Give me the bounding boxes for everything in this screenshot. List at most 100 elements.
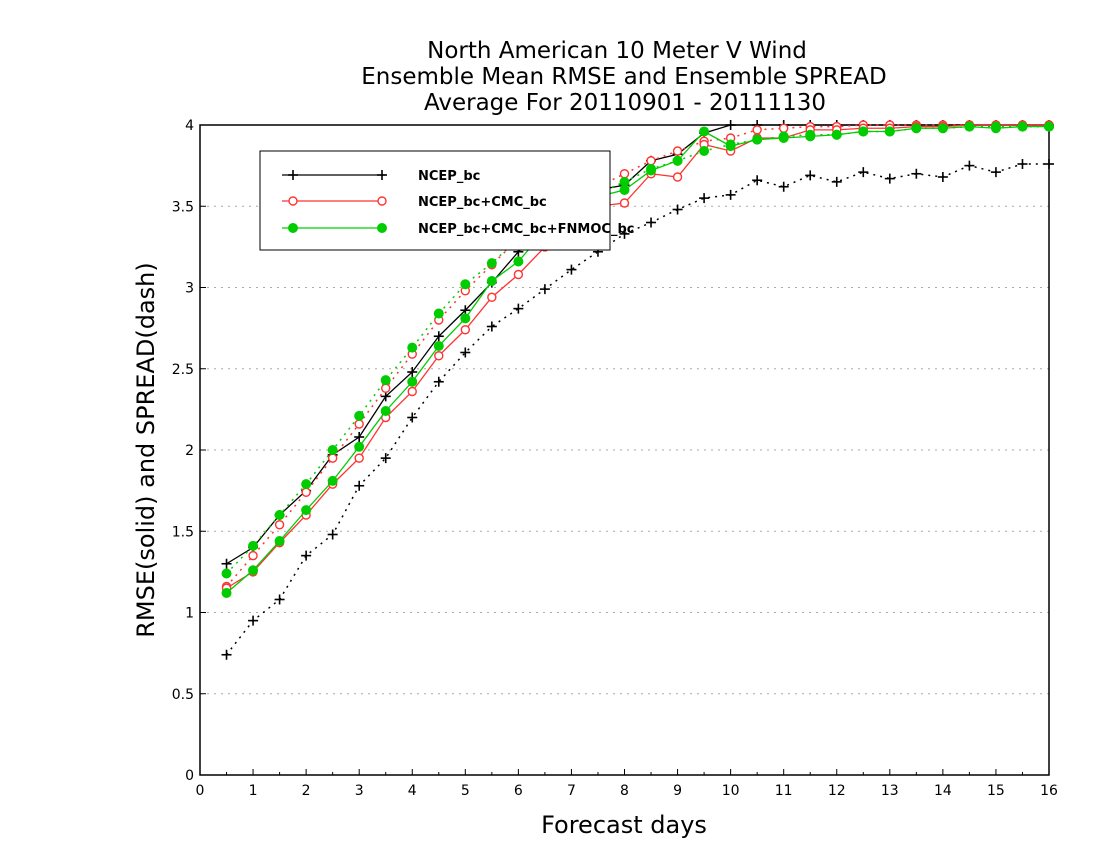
series-3-spread-point [354,410,365,421]
series-3-rmse-point [354,441,365,452]
series-3-spread-point [486,258,497,269]
series-2-spread-point [354,419,364,429]
series-3-spread-point [699,146,710,156]
grid-lines [200,205,1049,695]
series-3-rmse-point [248,565,259,576]
legend-entry-2-label: NCEP_bc+CMC_bc [418,195,547,210]
series-3-spread-point [274,510,285,520]
series-1-spread-point [805,170,816,181]
y-axis-label: RMSE(solid) and SPREAD(dash) [132,262,160,638]
series-1-spread-point [221,649,232,660]
series-1-spread-point [539,284,550,295]
x-tick-label: 6 [514,783,523,799]
x-axis-label: Forecast days [541,811,707,839]
series-3-rmse-point [778,133,789,143]
series-layer [221,120,1054,660]
series-3-rmse-point [646,165,657,176]
legend-entry-3: NCEP_bc+CMC_bc+FNMOC_bc [282,222,634,237]
series-2-spread-point [778,123,789,133]
series-3-spread-point [301,479,312,490]
series-3-rmse-point [858,126,869,137]
series-1-spread-point [380,453,391,464]
series-1-spread-point [964,160,975,171]
y-tick-label: 1.5 [172,524,194,540]
series-2-rmse-point [672,172,683,182]
series-3-spread-point [380,375,391,386]
y-tick-label: 3 [185,281,194,297]
series-2-spread-point [672,146,683,156]
title-line-2: Ensemble Mean RMSE and Ensemble SPREAD [361,64,886,90]
series-1-spread-point [911,168,922,179]
x-tick-label: 13 [881,783,899,799]
title-line-1: North American 10 Meter V Wind [427,38,807,64]
series-3-rmse-point [619,185,630,195]
series-3-spread-point [248,540,259,551]
series-1-spread-point [274,594,285,605]
series-3-rmse-point [964,121,975,132]
series-1-rmse-point [407,367,418,377]
series-1-spread-point [327,529,338,540]
y-tick-label: 4 [185,118,194,134]
series-1-spread-point [1044,159,1054,169]
y-tick-label: 2 [185,443,194,459]
series-1-spread-point [778,181,789,192]
series-1 [221,120,1054,660]
x-tick-label: 4 [408,783,417,799]
x-tick-label: 16 [1040,783,1058,799]
series-1-rmse-point [433,331,444,342]
series-1-spread-point [566,264,577,275]
x-tick-label: 5 [461,783,470,799]
x-tick-label: 2 [302,783,311,799]
legend-entry-3-label: NCEP_bc+CMC_bc+FNMOC_bc [418,222,634,237]
series-3-rmse-point [433,341,444,351]
series-3-rmse-point [301,505,312,516]
series-2-rmse-point [460,325,471,335]
x-tick-label: 15 [987,783,1005,799]
x-tick-label: 7 [567,783,576,799]
x-tick-label: 10 [722,783,740,799]
series-1-spread-point [513,303,524,314]
series-1-spread-point [486,321,497,332]
series-3-rmse-point [884,126,895,137]
legend-entry-1-label: NCEP_bc [418,169,480,184]
series-3-rmse-point [486,276,497,286]
series-3-spread-point [460,279,471,290]
series-3-rmse-point [699,126,710,137]
series-3-rmse-point [937,123,948,134]
series-3-spread-point [407,342,418,353]
tick-marks: 00.511.522.533.540 1 2 3 4 5 6 7 8 9 10 11 12 13 14 15 1… [172,118,1058,799]
x-tick-label: 9 [673,783,682,799]
legend-entry-1: NCEP_bc [282,169,480,184]
series-2-rmse-point [434,351,444,361]
series-2-rmse-point [487,292,497,302]
series-3-rmse-point [990,123,1001,134]
legend-entry-2-marker-left [288,196,298,206]
y-tick-label: 0 [185,768,194,784]
series-1-spread-point [858,167,869,178]
series-1-spread-point [699,193,710,204]
series-3-rmse-point [911,123,922,134]
series-1-spread-point [407,412,418,423]
series-1-spread-point [831,176,842,187]
series-1-spread-point [619,228,630,239]
series-3-rmse-point [274,536,285,546]
x-tick-label: 3 [355,783,364,799]
series-1-spread-point [725,189,736,200]
series-1-spread-point [937,172,948,182]
y-tick-label: 2.5 [172,362,194,378]
series-1-spread-point [354,480,365,491]
title-line-3: Average For 20110901 - 20111130 [424,90,826,116]
series-1-spread-line [225,163,1049,656]
series-1-spread-point [248,615,259,626]
x-tick-label: 0 [196,783,205,799]
series-2-spread-point [274,520,285,530]
series-3-spread-point [327,445,338,455]
legend-entry-1-marker-right [377,170,387,180]
series-1-rmse-point [725,120,736,130]
series-1-spread-point [646,217,657,228]
series-1-spread-point [752,175,763,186]
series-2-spread-point [381,383,391,393]
series-3-rmse-point [805,131,816,142]
series-2-spread-point [327,453,338,463]
